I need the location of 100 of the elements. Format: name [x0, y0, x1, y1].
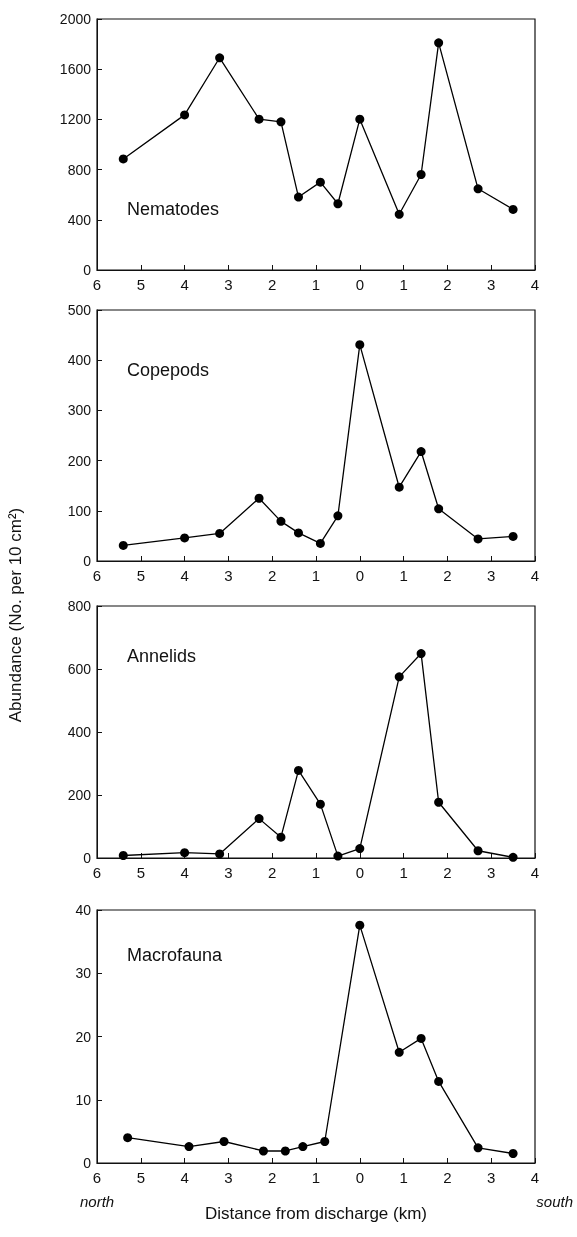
point	[320, 1137, 330, 1146]
x-tick-label: 6	[92, 567, 102, 584]
x-tick-label: 4	[180, 276, 189, 293]
text: Macrofauna	[127, 945, 224, 965]
x-tick-label: 4	[180, 864, 189, 881]
point	[180, 110, 190, 120]
y-tick-label: 800	[67, 161, 92, 178]
x-tick-label: 2	[443, 276, 452, 293]
x-tick-label: 1	[311, 1169, 321, 1186]
text: Nematodes	[127, 199, 220, 219]
point	[416, 649, 426, 659]
x-tick-label: 2	[443, 567, 452, 584]
x-tick-label: 1	[399, 276, 408, 293]
y-tick-label: 0	[83, 850, 92, 866]
point	[254, 814, 264, 824]
x-tick-label: 0	[355, 276, 364, 293]
point	[473, 1143, 483, 1153]
point	[315, 177, 325, 187]
point	[276, 832, 286, 842]
x-tick-label: 2	[268, 1169, 277, 1186]
text: Annelids	[127, 646, 197, 666]
x-tick-label: 5	[136, 1169, 145, 1186]
point	[180, 848, 190, 858]
y-tick-label: 20	[75, 1028, 92, 1045]
x-tick-label: 4	[530, 1169, 540, 1186]
text: south	[536, 1193, 574, 1210]
x-tick-label: 6	[92, 1169, 102, 1186]
x-tick-label: 3	[487, 276, 496, 293]
x-tick-label: 5	[136, 276, 145, 293]
x-tick-label: 1	[311, 864, 321, 881]
point	[258, 1146, 268, 1156]
point	[355, 340, 365, 350]
point	[276, 117, 286, 127]
y-axis-title: Abundance (No. per 10 cm²)	[6, 507, 26, 723]
point	[394, 482, 404, 492]
y-tick-label: 1600	[59, 61, 92, 78]
y-tick-label: 600	[67, 661, 92, 677]
point	[394, 1047, 404, 1057]
point	[333, 199, 343, 209]
point	[219, 1137, 229, 1146]
x-tick-label: 4	[180, 1169, 189, 1186]
point	[355, 844, 365, 854]
y-tick-label: 400	[67, 352, 92, 369]
x-tick-label: 1	[311, 276, 321, 293]
point	[180, 533, 190, 543]
point	[434, 1076, 444, 1086]
point	[473, 846, 483, 856]
point	[333, 851, 343, 861]
x-tick-label: 3	[224, 1169, 233, 1186]
text: north	[80, 1193, 115, 1210]
x-tick-label: 2	[443, 864, 452, 881]
x-tick-label: 0	[355, 567, 364, 584]
point	[473, 534, 483, 544]
x-axis-title: Distance from discharge (km)	[204, 1204, 428, 1223]
y-tick-label: 800	[67, 598, 92, 614]
x-tick-label: 2	[268, 864, 277, 881]
point	[355, 114, 365, 124]
point	[394, 672, 404, 682]
point	[118, 540, 128, 550]
y-tick-label: 10	[75, 1091, 92, 1108]
y-tick-label: 100	[67, 502, 92, 519]
y-tick-label: 30	[75, 965, 92, 982]
y-tick-label: 200	[67, 452, 92, 469]
y-tick-label: 0	[83, 553, 92, 569]
x-tick-label: 1	[311, 567, 321, 584]
text: Copepods	[127, 360, 210, 380]
point	[118, 850, 128, 860]
x-tick-label: 1	[399, 567, 408, 584]
y-tick-label: 500	[67, 302, 92, 318]
point	[416, 1033, 426, 1043]
x-tick-label: 4	[180, 567, 189, 584]
point	[333, 511, 343, 521]
point	[355, 920, 365, 930]
point	[473, 184, 483, 194]
point	[293, 528, 303, 538]
point	[394, 209, 404, 219]
point	[280, 1146, 290, 1156]
y-tick-label: 400	[67, 211, 92, 228]
x-tick-label: 3	[487, 864, 496, 881]
x-tick-label: 2	[443, 1169, 452, 1186]
point	[184, 1142, 194, 1152]
y-tick-label: 200	[67, 787, 92, 803]
point	[416, 447, 426, 457]
point	[434, 38, 444, 48]
y-tick-label: 400	[67, 724, 92, 740]
point	[215, 849, 225, 859]
x-tick-label: 2	[268, 276, 277, 293]
y-tick-label: 0	[83, 262, 92, 278]
x-tick-label: 6	[92, 864, 102, 881]
x-tick-label: 0	[355, 864, 364, 881]
point	[508, 1149, 518, 1159]
point	[315, 799, 325, 809]
x-tick-label: 4	[530, 567, 540, 584]
point	[293, 192, 303, 202]
point	[434, 797, 444, 807]
point	[508, 852, 518, 862]
y-tick-label: 1200	[59, 111, 92, 128]
x-tick-label: 1	[399, 864, 408, 881]
x-tick-label: 3	[224, 276, 233, 293]
point	[215, 53, 225, 63]
